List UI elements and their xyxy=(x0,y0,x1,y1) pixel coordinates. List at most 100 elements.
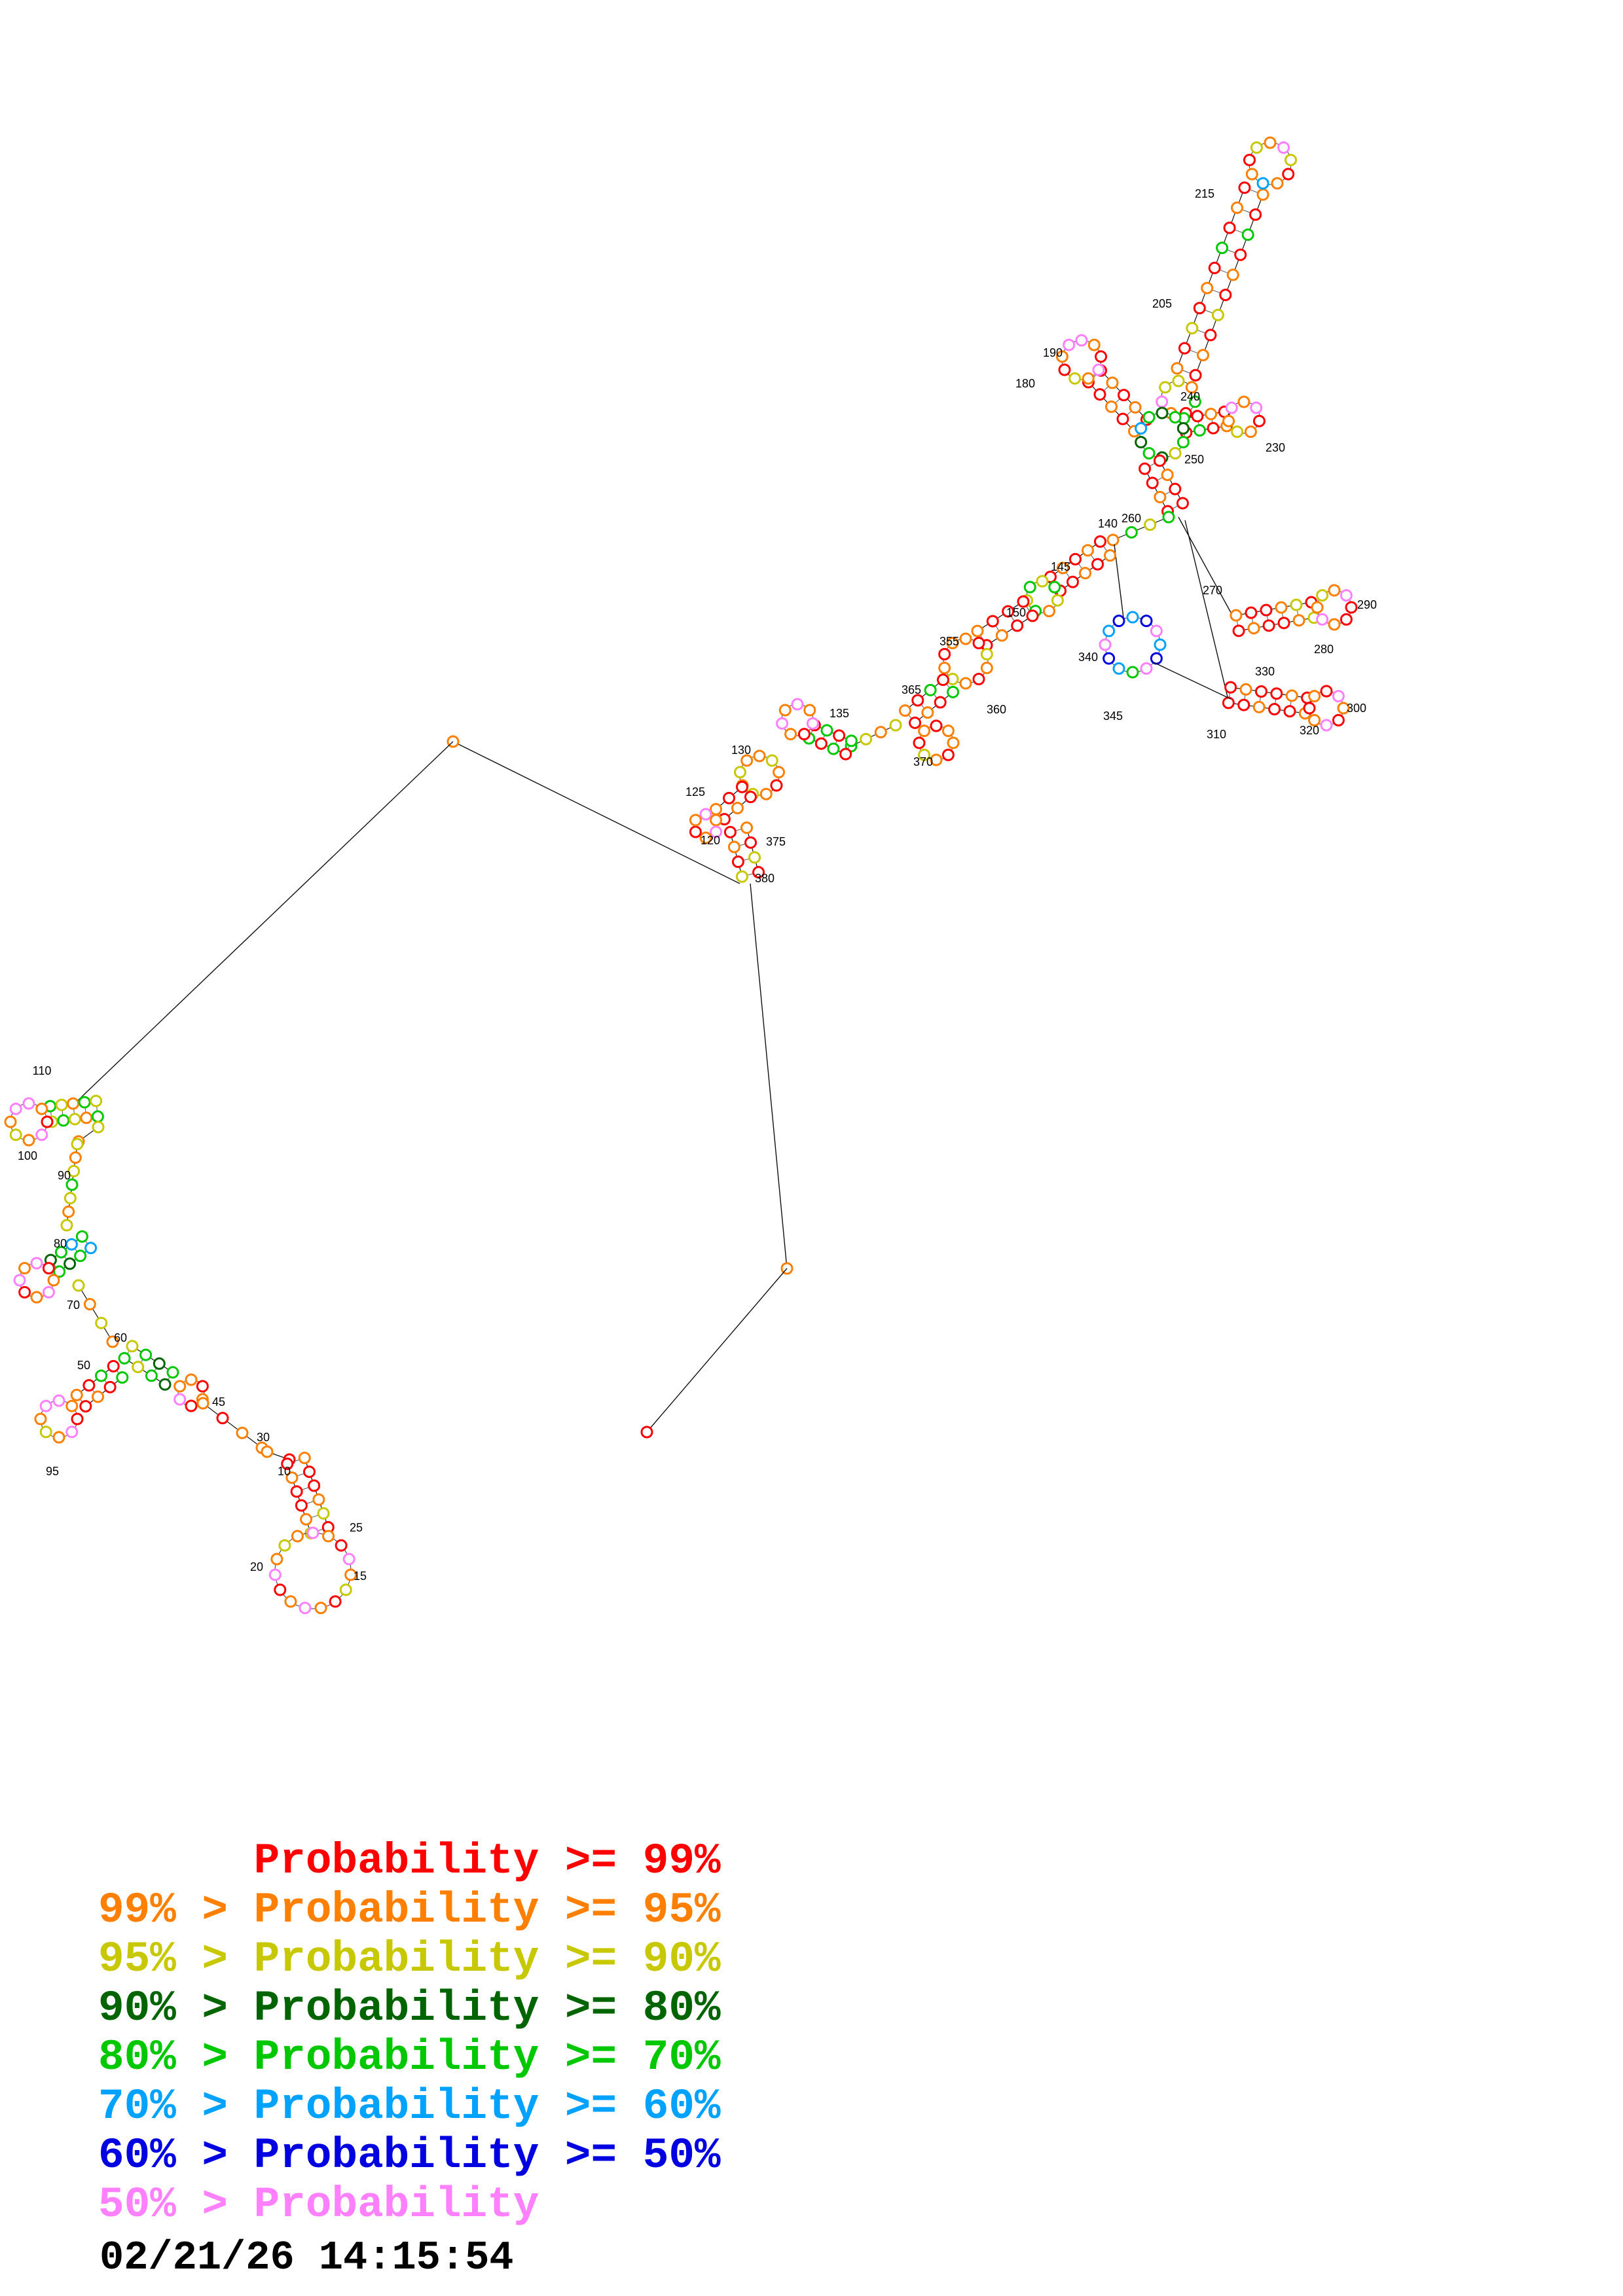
residue-label: 215 xyxy=(1195,187,1214,200)
nucleotide-bead xyxy=(52,1394,65,1407)
nucleotide-bead xyxy=(166,1366,179,1379)
nucleotide-bead xyxy=(1162,511,1175,524)
nucleotide-bead xyxy=(1011,619,1024,632)
nucleotide-bead xyxy=(1320,719,1333,732)
nucleotide-bead xyxy=(1275,601,1288,614)
nucleotide-bead xyxy=(285,1471,299,1484)
rna-loop xyxy=(1303,685,1350,732)
nucleotide-bead xyxy=(71,1412,84,1426)
residue-label: 125 xyxy=(685,785,705,798)
residue-label: 380 xyxy=(755,872,775,885)
nucleotide-bead xyxy=(1332,713,1345,726)
nucleotide-bead xyxy=(314,1602,327,1615)
nucleotide-bead xyxy=(1201,281,1214,295)
nucleotide-bead xyxy=(1308,713,1321,726)
residue-label: 110 xyxy=(33,1064,52,1077)
nucleotide-bead xyxy=(1207,422,1220,435)
nucleotide-bead xyxy=(1023,581,1036,594)
nucleotide-bead xyxy=(9,1102,22,1115)
rna-loop xyxy=(938,632,993,690)
nucleotide-bead xyxy=(1332,690,1345,703)
nucleotide-bead xyxy=(784,728,797,741)
nucleotide-bead xyxy=(1252,700,1266,713)
nucleotide-bead xyxy=(1116,412,1129,425)
nucleotide-bead xyxy=(1104,400,1118,413)
nucleotide-bead xyxy=(1026,609,1039,622)
nucleotide-bead xyxy=(1328,584,1341,597)
nucleotide-bead xyxy=(744,836,757,849)
nucleotide-bead xyxy=(68,1113,81,1126)
residue-label: 20 xyxy=(250,1560,263,1573)
nucleotide-bead xyxy=(158,1378,172,1391)
nucleotide-bead xyxy=(1081,544,1094,557)
rna-line xyxy=(750,883,788,1269)
nucleotide-bead xyxy=(1126,666,1139,679)
nucleotide-bead xyxy=(1186,321,1199,334)
nucleotide-bead xyxy=(1051,594,1064,607)
nucleotide-bead xyxy=(4,1115,17,1128)
nucleotide-bead xyxy=(1231,425,1244,439)
nucleotide-bead xyxy=(1224,681,1237,694)
nucleotide-bead xyxy=(74,1249,87,1263)
nucleotide-bead xyxy=(947,685,960,698)
nucleotide-bead xyxy=(1095,350,1108,363)
nucleotide-bead xyxy=(95,1316,108,1329)
nucleotide-bead xyxy=(1239,683,1252,696)
nucleotide-bead xyxy=(30,1257,43,1270)
nucleotide-bead xyxy=(1237,698,1250,711)
nucleotide-bead xyxy=(1169,482,1182,495)
nucleotide-bead xyxy=(1042,605,1055,618)
rna-line xyxy=(452,741,740,884)
nucleotide-bead xyxy=(65,1238,78,1251)
nucleotide-bead xyxy=(107,1359,120,1372)
nucleotide-bead xyxy=(820,724,833,737)
nucleotide-bead xyxy=(1126,611,1139,624)
nucleotide-bead xyxy=(173,1393,187,1406)
residue-label: 25 xyxy=(350,1521,363,1534)
rna-loop xyxy=(689,808,723,844)
nucleotide-bead xyxy=(1238,181,1251,194)
residue-label: 365 xyxy=(902,683,921,696)
residue-label: 240 xyxy=(1180,390,1200,403)
nucleotide-bead xyxy=(930,753,943,766)
nucleotide-bead xyxy=(770,779,783,792)
nucleotide-bead xyxy=(299,1602,312,1615)
nucleotide-bead xyxy=(1262,619,1275,632)
nucleotide-bead xyxy=(1264,136,1277,149)
nucleotide-bead xyxy=(1340,613,1353,626)
residue-label: 90 xyxy=(58,1169,71,1182)
nucleotide-bead xyxy=(959,677,972,690)
nucleotide-bead xyxy=(65,1399,79,1412)
rna-loop xyxy=(268,1526,357,1615)
nucleotide-bead xyxy=(67,1164,81,1177)
residue-label: 180 xyxy=(1015,377,1035,390)
nucleotide-bead xyxy=(34,1412,47,1426)
residue-labels: 215 205 230 190 180 240 250 260 270 280 290 300 310 3… xyxy=(18,187,1377,1583)
nucleotide-bead xyxy=(1337,702,1350,715)
residue-label: 340 xyxy=(1078,651,1098,664)
nucleotide-bead xyxy=(735,870,748,883)
residue-label: 95 xyxy=(46,1465,59,1478)
nucleotide-bead xyxy=(22,1097,35,1110)
nucleotide-bead xyxy=(126,1340,139,1353)
nucleotide-bead xyxy=(1243,153,1256,166)
residue-label: 120 xyxy=(701,834,720,847)
nucleotide-bead xyxy=(80,1111,93,1124)
residue-label: 270 xyxy=(1203,584,1222,597)
nucleotide-bead xyxy=(342,1552,356,1566)
nucleotide-bead xyxy=(1222,414,1235,427)
nucleotide-bead xyxy=(731,855,744,869)
nucleotide-bead xyxy=(1093,388,1106,401)
residue-label: 205 xyxy=(1152,297,1172,310)
rna-helix xyxy=(1139,454,1189,518)
nucleotide-bead xyxy=(1125,526,1138,539)
rna-helix xyxy=(971,595,1039,652)
nucleotide-bead xyxy=(1316,613,1329,626)
nucleotide-bead xyxy=(736,780,749,793)
nucleotide-bead xyxy=(1144,518,1157,531)
nucleotide-bead xyxy=(281,1458,294,1471)
residue-label: 130 xyxy=(731,744,751,757)
nucleotide-bead xyxy=(765,754,778,767)
nucleotide-bead xyxy=(13,1274,26,1287)
legend-line: 95% > Probability >= 90% xyxy=(98,1935,721,1984)
